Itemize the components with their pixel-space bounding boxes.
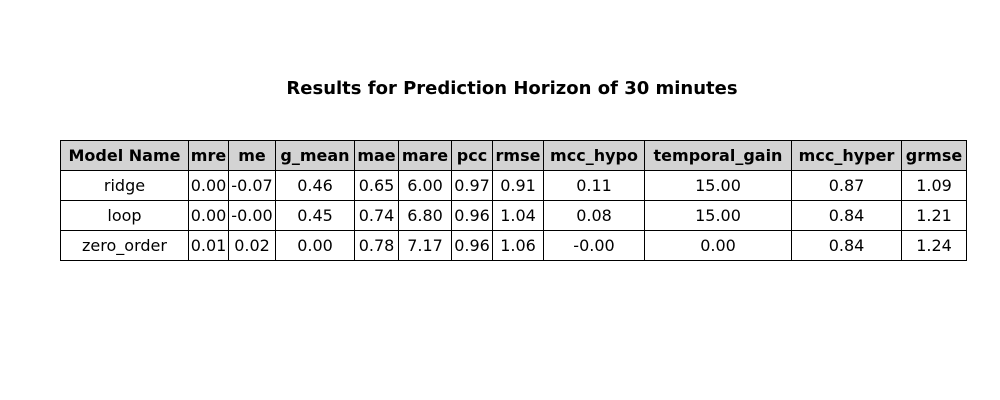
column-header: mare	[398, 140, 452, 171]
table-header-row: Model Name mre me g_mean mae mare pcc rmse mcc_h…	[60, 140, 967, 171]
table-cell: 0.87	[791, 170, 902, 201]
column-header: Model Name	[60, 140, 189, 171]
model-name-cell: loop	[60, 200, 189, 231]
table-row: loop 0.00 -0.00 0.45 0.74 6.80 0.96 1.04 0.08 15.…	[60, 200, 967, 231]
table-row: ridge 0.00 -0.07 0.46 0.65 6.00 0.97 0.91 0.11 15…	[60, 170, 967, 201]
column-header: mcc_hyper	[791, 140, 902, 171]
table-cell: 0.11	[543, 170, 645, 201]
table-cell: 0.97	[451, 170, 493, 201]
table-cell: 1.04	[492, 200, 544, 231]
column-header: rmse	[492, 140, 544, 171]
table-body: ridge 0.00 -0.07 0.46 0.65 6.00 0.97 0.91 0.11 15…	[60, 170, 967, 261]
table-cell: 0.00	[644, 230, 792, 261]
table-cell: 6.80	[398, 200, 452, 231]
column-header: g_mean	[275, 140, 355, 171]
table-cell: 0.45	[275, 200, 355, 231]
table-cell: -0.00	[228, 200, 276, 231]
column-header: mre	[188, 140, 229, 171]
table-cell: 6.00	[398, 170, 452, 201]
table-cell: 0.74	[354, 200, 399, 231]
table-cell: 0.65	[354, 170, 399, 201]
table-cell: -0.00	[543, 230, 645, 261]
column-header: grmse	[901, 140, 967, 171]
table-cell: 15.00	[644, 170, 792, 201]
table-cell: 15.00	[644, 200, 792, 231]
model-name-cell: ridge	[60, 170, 189, 201]
table-cell: 0.96	[451, 230, 493, 261]
column-header: mae	[354, 140, 399, 171]
table-cell: 0.91	[492, 170, 544, 201]
column-header: me	[228, 140, 276, 171]
column-header: temporal_gain	[644, 140, 792, 171]
chart-title: Results for Prediction Horizon of 30 min…	[286, 78, 738, 99]
column-header: pcc	[451, 140, 493, 171]
table-row: zero_order 0.01 0.02 0.00 0.78 7.17 0.96 1.06 -0…	[60, 230, 967, 261]
table-cell: 1.21	[901, 200, 967, 231]
table-cell: 0.46	[275, 170, 355, 201]
table-cell: 0.96	[451, 200, 493, 231]
table-cell: 0.02	[228, 230, 276, 261]
results-table: Model Name mre me g_mean mae mare pcc rmse mcc_h…	[60, 140, 967, 261]
table-cell: 0.00	[188, 200, 229, 231]
table-cell: 0.78	[354, 230, 399, 261]
table-cell: 7.17	[398, 230, 452, 261]
table-cell: 0.00	[275, 230, 355, 261]
table-cell: 0.00	[188, 170, 229, 201]
table-cell: 0.84	[791, 230, 902, 261]
table-cell: 0.01	[188, 230, 229, 261]
table-cell: 1.06	[492, 230, 544, 261]
table-cell: 1.24	[901, 230, 967, 261]
table-cell: 1.09	[901, 170, 967, 201]
table-cell: 0.08	[543, 200, 645, 231]
table-cell: 0.84	[791, 200, 902, 231]
column-header: mcc_hypo	[543, 140, 645, 171]
table-cell: -0.07	[228, 170, 276, 201]
model-name-cell: zero_order	[60, 230, 189, 261]
